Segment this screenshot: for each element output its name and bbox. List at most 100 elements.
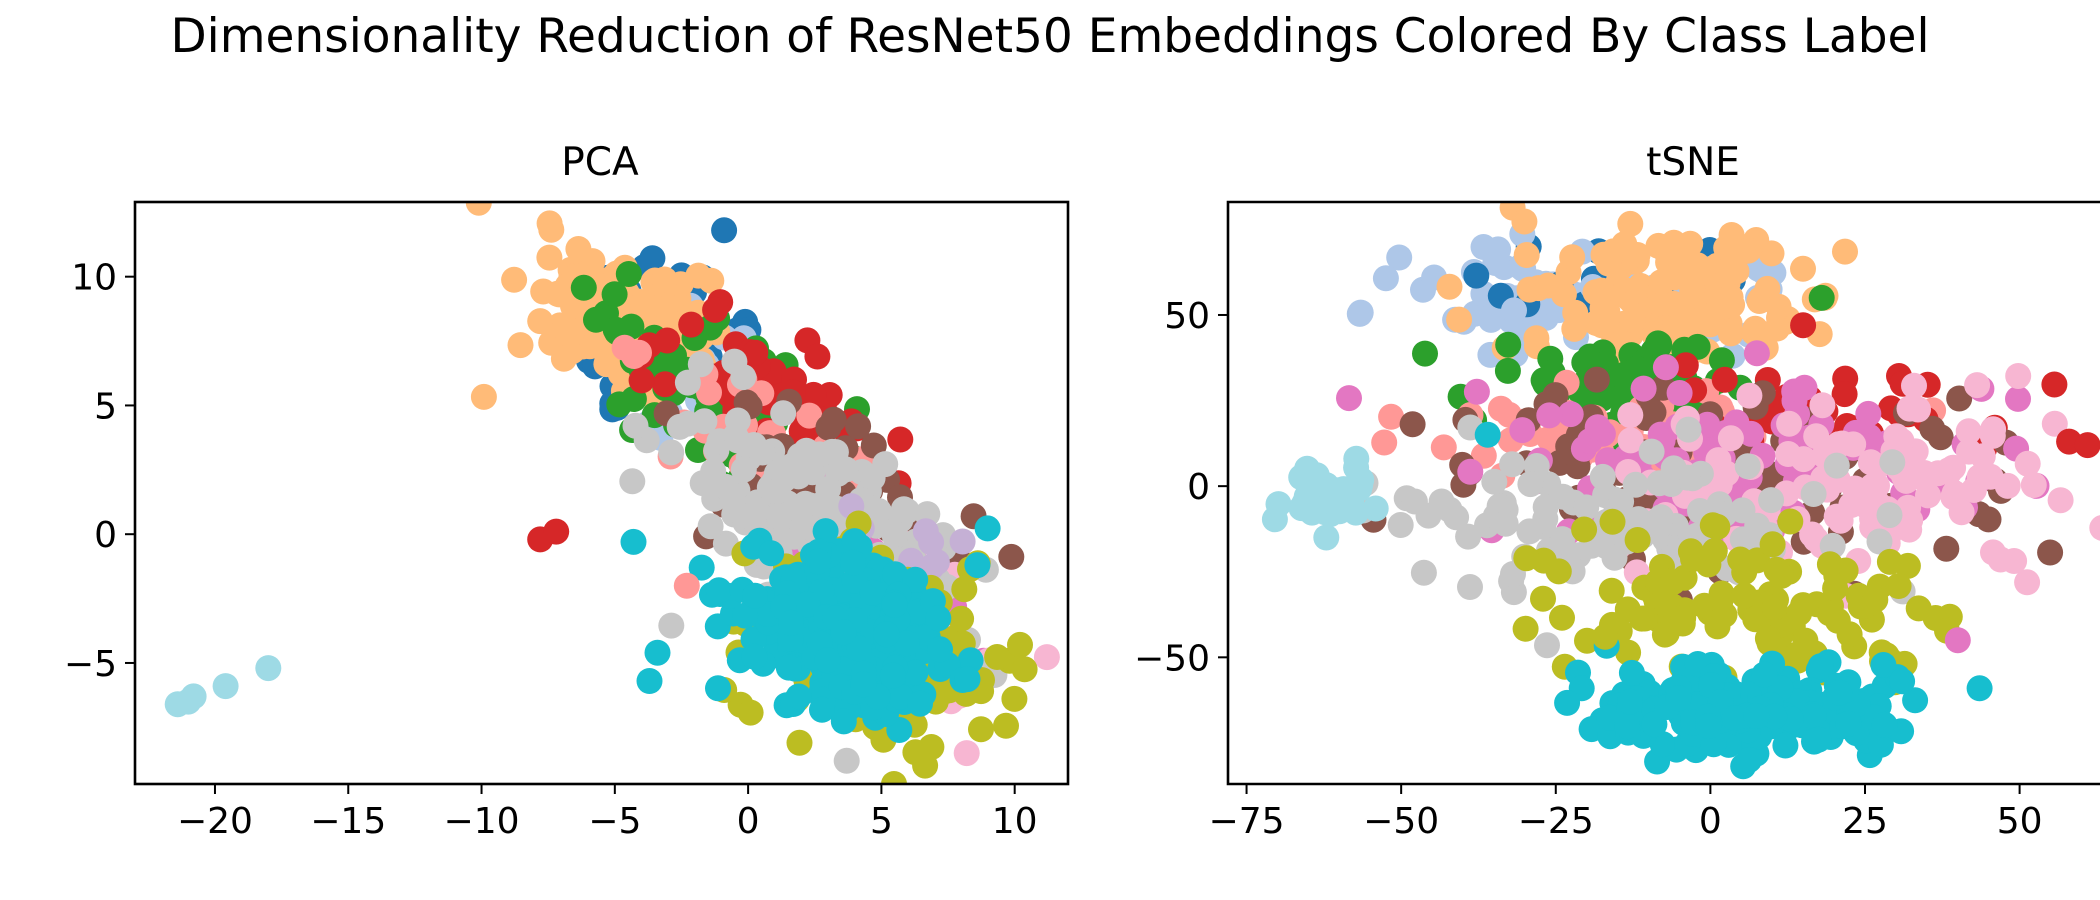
tsne-panel: tSNE −75 −50 −25 0 25 50 −50 0 50 bbox=[1134, 140, 2100, 842]
pca-point-c11 bbox=[859, 579, 886, 606]
pca-x-tick-label: −5 bbox=[588, 801, 641, 842]
pca-point-c2 bbox=[536, 244, 563, 271]
tsne-point-c10 bbox=[1615, 639, 1642, 666]
tsne-point-c9 bbox=[1660, 455, 1687, 482]
pca-point-c11 bbox=[809, 696, 835, 723]
tsne-x-tick-label: −50 bbox=[1363, 801, 1439, 842]
pca-point-c12 bbox=[255, 655, 282, 682]
tsne-point-c8 bbox=[2020, 472, 2047, 498]
tsne-point-c9 bbox=[1866, 528, 1893, 555]
pca-y-tick-label: 10 bbox=[71, 258, 117, 299]
tsne-point-c11 bbox=[1889, 668, 1916, 695]
tsne-point-c6 bbox=[1933, 535, 1960, 562]
tsne-point-c2 bbox=[1790, 255, 1816, 282]
pca-point-c9 bbox=[691, 408, 718, 435]
tsne-point-c2 bbox=[1723, 258, 1750, 285]
tsne-point-c10 bbox=[1659, 569, 1686, 596]
tsne-point-c2 bbox=[1660, 264, 1687, 291]
pca-point-c2 bbox=[538, 216, 565, 243]
pca-point-c2 bbox=[651, 266, 678, 293]
pca-point-c13 bbox=[918, 529, 945, 556]
tsne-point-c2 bbox=[1446, 306, 1473, 333]
tsne-point-c8 bbox=[1776, 410, 1803, 437]
tsne-point-c8 bbox=[1901, 372, 1927, 399]
pca-point-c11 bbox=[812, 518, 839, 545]
pca-point-c11 bbox=[839, 549, 866, 576]
pca-point-c3 bbox=[606, 391, 633, 418]
pca-point-c3 bbox=[615, 261, 642, 287]
pca-point-c9 bbox=[658, 612, 685, 639]
tsne-point-c2 bbox=[1717, 320, 1744, 347]
tsne-point-c7 bbox=[1652, 354, 1679, 381]
pca-axes-frame bbox=[133, 200, 1070, 786]
tsne-point-c9 bbox=[1532, 494, 1559, 520]
pca-point-c11 bbox=[879, 662, 906, 689]
pca-point-c9 bbox=[893, 498, 920, 524]
pca-point-c11 bbox=[705, 675, 731, 702]
pca-point-c9 bbox=[730, 364, 757, 391]
pca-point-c13 bbox=[949, 528, 976, 555]
pca-point-c9 bbox=[770, 400, 797, 427]
tsne-point-c11 bbox=[1721, 705, 1748, 731]
tsne-y-tick-label: 0 bbox=[1187, 467, 1210, 508]
pca-ticks: −20 −15 −10 −5 0 5 10 −5 0 5 10 bbox=[64, 258, 1038, 842]
pca-point-c9 bbox=[674, 369, 701, 396]
pca-point-c9 bbox=[765, 503, 792, 530]
pca-point-c11 bbox=[927, 636, 953, 663]
tsne-ticks: −75 −50 −25 0 25 50 −50 0 50 bbox=[1134, 296, 2042, 842]
tsne-point-c8 bbox=[1948, 499, 1975, 526]
pca-point-c4 bbox=[628, 367, 655, 394]
tsne-point-c6 bbox=[2037, 539, 2064, 566]
pca-x-tick-label: 5 bbox=[870, 801, 893, 842]
tsne-point-c10 bbox=[1592, 623, 1619, 650]
tsne-x-tick-label: −25 bbox=[1518, 801, 1594, 842]
pca-point-c11 bbox=[732, 602, 759, 629]
tsne-point-c6 bbox=[1640, 399, 1667, 426]
pca-point-c2 bbox=[470, 383, 497, 410]
pca-point-c11 bbox=[830, 619, 857, 646]
tsne-point-c9 bbox=[1734, 453, 1761, 480]
pca-point-c9 bbox=[765, 477, 792, 504]
tsne-point-c12 bbox=[1265, 491, 1292, 518]
tsne-point-c8 bbox=[1909, 464, 1936, 491]
tsne-point-c8 bbox=[1809, 392, 1836, 419]
tsne-point-c6 bbox=[1975, 506, 2002, 533]
tsne-point-c9 bbox=[1876, 502, 1903, 529]
tsne-point-c1 bbox=[1346, 300, 1373, 327]
tsne-point-c6 bbox=[1399, 411, 1426, 438]
tsne-point-c10 bbox=[1670, 604, 1697, 631]
pca-point-c9 bbox=[832, 456, 859, 483]
tsne-point-c1 bbox=[1478, 306, 1504, 333]
tsne-point-c8 bbox=[1840, 431, 1867, 458]
pca-x-tick-label: −10 bbox=[444, 801, 520, 842]
pca-point-c4 bbox=[652, 371, 679, 398]
tsne-point-c9 bbox=[1823, 452, 1850, 479]
tsne-point-c8 bbox=[1857, 449, 1884, 476]
pca-point-c4 bbox=[800, 381, 827, 408]
pca-point-c2 bbox=[565, 236, 592, 262]
tsne-point-c9 bbox=[1573, 494, 1600, 521]
pca-point-c10 bbox=[993, 712, 1019, 739]
tsne-point-c6 bbox=[1946, 385, 1973, 412]
pca-point-c9 bbox=[749, 439, 776, 466]
tsne-point-c2 bbox=[1619, 307, 1646, 333]
pca-point-c10 bbox=[984, 644, 1011, 670]
tsne-point-c11 bbox=[1835, 710, 1862, 737]
tsne-point-c7 bbox=[1944, 627, 1971, 654]
pca-point-c11 bbox=[830, 708, 857, 735]
pca-point-c6 bbox=[820, 406, 847, 433]
pca-point-c11 bbox=[907, 690, 933, 717]
tsne-point-c10 bbox=[1530, 585, 1556, 612]
pca-point-c9 bbox=[687, 351, 714, 378]
tsne-point-c2 bbox=[1523, 325, 1550, 352]
tsne-point-c9 bbox=[1517, 471, 1544, 498]
tsne-point-c11 bbox=[1614, 713, 1641, 740]
tsne-point-c11 bbox=[1751, 661, 1778, 688]
tsne-point-c12 bbox=[1346, 475, 1373, 502]
tsne-point-c8 bbox=[1736, 382, 1763, 409]
tsne-point-c7 bbox=[2005, 385, 2031, 412]
pca-point-c11 bbox=[873, 621, 900, 648]
pca-point-c9 bbox=[689, 470, 716, 497]
tsne-point-c10 bbox=[1513, 545, 1540, 572]
